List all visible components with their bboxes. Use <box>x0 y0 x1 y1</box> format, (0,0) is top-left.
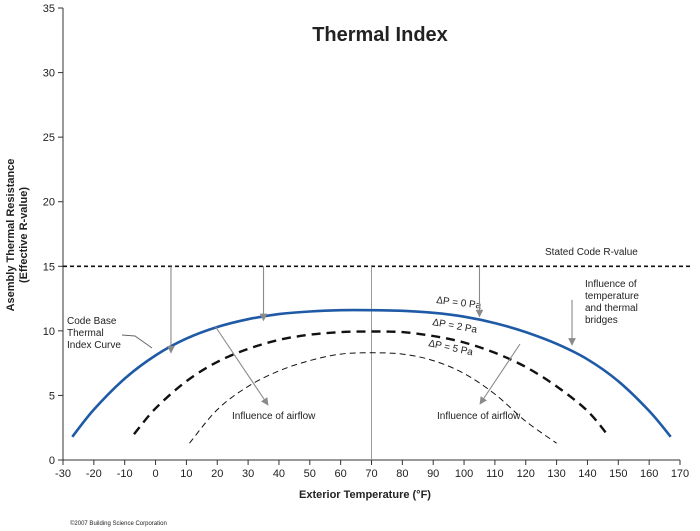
x-tick-label: 100 <box>455 468 473 480</box>
airflow-label-left: Influence of airflow <box>232 411 316 422</box>
x-tick-label: 10 <box>180 468 192 480</box>
bridges-label-line2: temperature <box>585 291 639 302</box>
y-tick-label: 20 <box>43 197 55 209</box>
x-tick-label: -10 <box>117 468 133 480</box>
code-base-leader <box>121 334 153 349</box>
series-label-2: ΔP = 5 Pa <box>427 338 474 358</box>
x-tick-label: 120 <box>517 468 535 480</box>
x-tick-label: 110 <box>486 468 504 480</box>
code-base-label-line1: Code Base <box>67 316 117 327</box>
code-base-label-line3: Index Curve <box>67 340 121 351</box>
x-tick-label: 160 <box>640 468 658 480</box>
series-line-1 <box>133 330 610 438</box>
x-axis-title: Exterior Temperature (°F) <box>299 489 431 501</box>
series-line-0 <box>71 308 672 438</box>
x-tick-label: 0 <box>152 468 158 480</box>
x-tick-label: 150 <box>609 468 627 480</box>
reference-line-label: Stated Code R-value <box>545 247 638 258</box>
x-tick-label: 20 <box>211 468 223 480</box>
bridges-label-line1: Influence of <box>585 279 637 290</box>
copyright-text: ©2007 Building Science Corporation <box>70 520 167 527</box>
bridges-label-line3: and thermal <box>585 303 638 314</box>
bridges-label-line4: bridges <box>585 315 618 326</box>
series-line-2 <box>189 352 557 444</box>
y-axis-title-line1: Asembly Thermal Resistance <box>5 159 17 312</box>
y-tick-label: 0 <box>49 455 55 467</box>
annotation-arrow <box>479 343 521 405</box>
x-tick-label: -30 <box>55 468 71 480</box>
x-tick-label: 50 <box>304 468 316 480</box>
x-tick-label: 140 <box>578 468 596 480</box>
x-tick-label: 40 <box>273 468 285 480</box>
x-tick-label: 30 <box>242 468 254 480</box>
y-tick-label: 25 <box>43 132 55 144</box>
series-label-0: ΔP = 0 Pa <box>436 295 483 311</box>
y-tick-label: 35 <box>43 3 55 15</box>
y-axis-title: Asembly Thermal Resistance (Effective R-… <box>5 159 30 312</box>
y-axis-title-line2: (Effective R-value) <box>18 187 30 283</box>
y-tick-label: 5 <box>49 390 55 402</box>
annotation-arrow <box>214 325 269 406</box>
chart-title: Thermal Index <box>312 24 448 46</box>
airflow-label-right: Influence of airflow <box>437 411 521 422</box>
x-tick-label: 130 <box>547 468 565 480</box>
y-tick-label: 10 <box>43 326 55 338</box>
chart-marks: 0 5 10 15 20 25 30 35 -30 -20 -10 0 10 20 30 40 50 60 70 80… <box>43 3 690 480</box>
x-tick-label: -20 <box>86 468 102 480</box>
series-label-1: ΔP = 2 Pa <box>431 317 478 336</box>
x-tick-label: 80 <box>396 468 408 480</box>
x-tick-label: 170 <box>671 468 689 480</box>
x-tick-label: 60 <box>335 468 347 480</box>
y-tick-label: 30 <box>43 68 55 80</box>
x-tick-label: 70 <box>365 468 377 480</box>
x-tick-label: 90 <box>427 468 439 480</box>
y-tick-label: 15 <box>43 261 55 273</box>
code-base-label-line2: Thermal <box>67 328 104 339</box>
